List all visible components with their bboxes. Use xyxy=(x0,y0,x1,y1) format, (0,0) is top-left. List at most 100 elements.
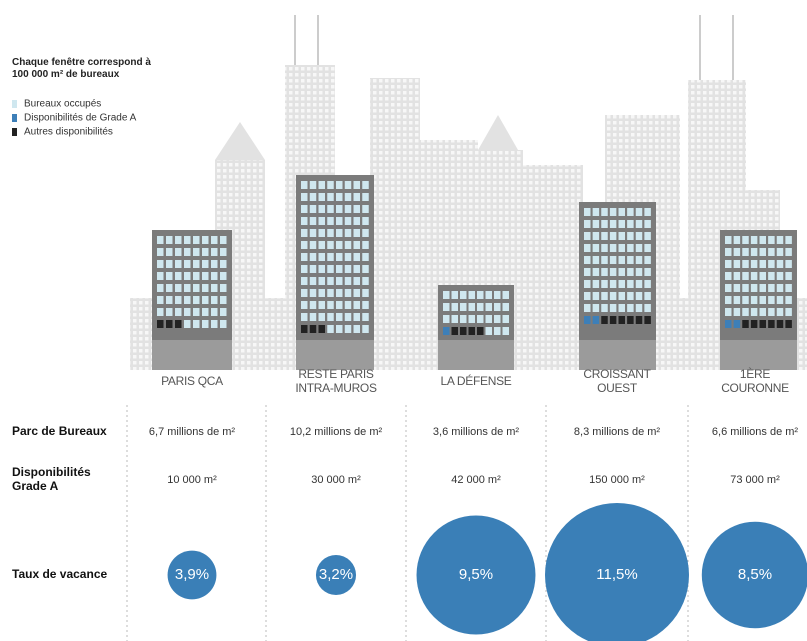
window xyxy=(202,236,209,244)
window xyxy=(584,220,591,228)
building xyxy=(296,175,374,370)
office-stock: 8,3 millions de m² xyxy=(574,426,661,438)
window xyxy=(452,315,459,323)
legend-label: Disponibilités de Grade A xyxy=(24,113,137,124)
window xyxy=(593,244,600,252)
window xyxy=(610,220,617,228)
window xyxy=(636,280,643,288)
window xyxy=(593,316,600,324)
window xyxy=(166,308,173,316)
window xyxy=(734,260,741,268)
window xyxy=(734,236,741,244)
window xyxy=(460,315,467,323)
window xyxy=(619,220,626,228)
window xyxy=(601,280,608,288)
window xyxy=(319,229,326,237)
window xyxy=(452,303,459,311)
window xyxy=(627,316,634,324)
window xyxy=(610,244,617,252)
window xyxy=(202,260,209,268)
window xyxy=(627,268,634,276)
window xyxy=(345,301,352,309)
window xyxy=(584,244,591,252)
window xyxy=(310,229,317,237)
window xyxy=(310,301,317,309)
window xyxy=(327,205,334,213)
window xyxy=(354,313,361,321)
window xyxy=(601,292,608,300)
window xyxy=(469,303,476,311)
window xyxy=(336,193,343,201)
row-label: Parc de Bureaux xyxy=(12,424,107,438)
window xyxy=(327,313,334,321)
window xyxy=(725,248,732,256)
window xyxy=(751,320,758,328)
window xyxy=(593,292,600,300)
zone-name: LA DÉFENSE xyxy=(440,373,511,388)
window xyxy=(193,296,200,304)
window xyxy=(362,193,369,201)
window xyxy=(627,244,634,252)
window xyxy=(636,292,643,300)
page: Chaque fenêtre correspond à100 000 m² de… xyxy=(0,0,807,641)
window xyxy=(175,272,182,280)
window xyxy=(175,284,182,292)
window xyxy=(503,315,510,323)
row-label: Taux de vacance xyxy=(12,567,107,581)
vacancy-label: 3,2% xyxy=(319,566,353,583)
window xyxy=(157,272,164,280)
window xyxy=(469,291,476,299)
window xyxy=(220,272,227,280)
window xyxy=(477,315,484,323)
window xyxy=(627,232,634,240)
window xyxy=(644,256,651,264)
building xyxy=(720,230,797,370)
legend-label: Bureaux occupés xyxy=(24,99,101,110)
window xyxy=(319,181,326,189)
window xyxy=(193,284,200,292)
window xyxy=(777,320,784,328)
window xyxy=(636,304,643,312)
window xyxy=(742,284,749,292)
window xyxy=(327,193,334,201)
window xyxy=(336,205,343,213)
window xyxy=(157,320,164,328)
zone-name: PARIS QCA xyxy=(161,374,223,388)
window xyxy=(725,320,732,328)
window xyxy=(301,289,308,297)
window xyxy=(202,296,209,304)
window xyxy=(610,292,617,300)
grade-a-availability: 30 000 m² xyxy=(311,474,361,486)
grade-a-availability: 150 000 m² xyxy=(589,474,645,486)
window xyxy=(157,248,164,256)
window xyxy=(301,265,308,273)
window xyxy=(452,291,459,299)
office-stock: 10,2 millions de m² xyxy=(290,426,383,438)
window xyxy=(362,181,369,189)
window xyxy=(345,253,352,261)
window xyxy=(362,325,369,333)
building xyxy=(152,230,232,370)
legend-swatch xyxy=(12,100,17,108)
window xyxy=(345,277,352,285)
window xyxy=(327,181,334,189)
window xyxy=(486,303,493,311)
window xyxy=(734,248,741,256)
window xyxy=(362,253,369,261)
window xyxy=(193,260,200,268)
window xyxy=(460,327,467,335)
window xyxy=(734,308,741,316)
window xyxy=(184,320,191,328)
grade-a-availability: 73 000 m² xyxy=(730,474,780,486)
window xyxy=(202,284,209,292)
window xyxy=(211,272,218,280)
window xyxy=(354,217,361,225)
window xyxy=(760,296,767,304)
window xyxy=(211,248,218,256)
window xyxy=(310,205,317,213)
window xyxy=(175,320,182,328)
window xyxy=(354,205,361,213)
window xyxy=(301,241,308,249)
building xyxy=(579,202,656,370)
window xyxy=(354,181,361,189)
